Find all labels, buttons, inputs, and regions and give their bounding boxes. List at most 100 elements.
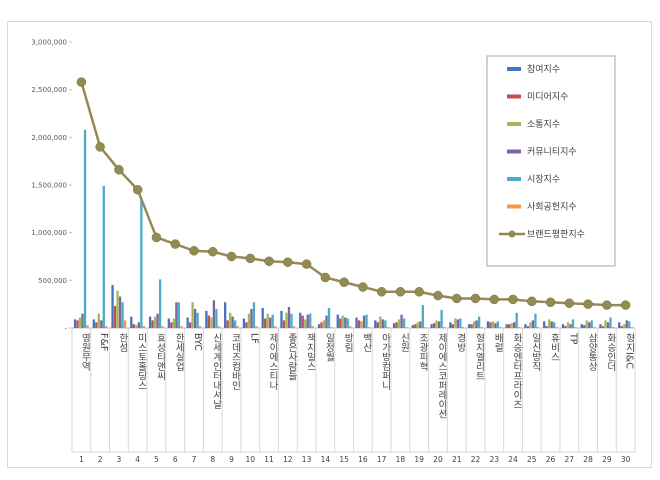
point-브랜드평판지수 — [320, 272, 331, 283]
point-브랜드평판지수 — [358, 282, 368, 292]
bar-커뮤니티지수 — [513, 322, 516, 328]
bar-시장지수 — [628, 321, 631, 328]
category-label: 신원 — [398, 333, 409, 352]
bar-사회공헌지수 — [480, 327, 483, 328]
bar-사회공헌지수 — [198, 326, 202, 328]
rank-label: 19 — [414, 455, 424, 464]
bar-소통지수 — [585, 320, 588, 328]
legend-label: 브랜드평판지수 — [527, 229, 585, 240]
bar-미디어지수 — [264, 318, 267, 328]
bar-참여지수 — [261, 307, 264, 328]
bar-소통지수 — [229, 312, 232, 328]
bar-참여지수 — [224, 302, 227, 328]
bar-소통지수 — [510, 323, 513, 328]
bar-커뮤니티지수 — [362, 315, 366, 328]
bar-미디어지수 — [76, 320, 79, 328]
point-브랜드평판지수 — [151, 232, 162, 243]
bar-시장지수 — [234, 320, 237, 328]
rank-label: 26 — [546, 455, 556, 464]
bar-시장지수 — [477, 316, 481, 328]
bar-소통지수 — [322, 320, 326, 328]
bar-소통지수 — [135, 325, 138, 328]
point-브랜드평판지수 — [376, 287, 387, 297]
y-tick-label: 1,000,000 — [31, 229, 67, 237]
category-label: 아가방컴퍼니 — [380, 333, 391, 391]
category-label: 좋은사람들 — [286, 333, 297, 381]
bar-소통지수 — [153, 316, 157, 328]
bar-소통지수 — [116, 290, 119, 328]
bar-사회공헌지수 — [255, 326, 258, 328]
bar-미디어지수 — [132, 324, 135, 328]
bar-시장지수 — [271, 314, 274, 328]
category-label: 제이에스티나 — [267, 333, 278, 391]
bar-커뮤니티지수 — [325, 315, 328, 328]
bar-소통지수 — [172, 318, 176, 328]
bar-미디어지수 — [432, 323, 436, 328]
bar-사회공헌지수 — [536, 327, 540, 328]
category-label: F&F — [98, 333, 109, 351]
bar-사회공헌지수 — [161, 326, 164, 328]
bar-시장지수 — [158, 279, 162, 328]
bar-미디어지수 — [226, 320, 229, 328]
bar-참여지수 — [111, 285, 114, 328]
category-label: 화승인더 — [605, 333, 616, 372]
bar-시장지수 — [252, 302, 256, 328]
bar-사회공헌지수 — [630, 327, 633, 328]
bar-커뮤니티지수 — [100, 320, 103, 328]
bar-소통지수 — [247, 313, 251, 328]
bar-커뮤니티지수 — [625, 320, 628, 328]
bar-미디어지수 — [601, 326, 605, 328]
bar-소통지수 — [604, 320, 607, 328]
bar-시장지수 — [215, 308, 218, 328]
rank-label: 4 — [135, 455, 140, 464]
category-label: 일정월 — [323, 333, 334, 362]
legend-label: 시장지수 — [527, 174, 560, 185]
bar-미디어지수 — [188, 322, 192, 328]
bar-사회공헌지수 — [555, 327, 558, 328]
bar-미디어지수 — [489, 322, 492, 328]
bar-참여지수 — [205, 310, 208, 328]
bar-미디어지수 — [301, 315, 304, 328]
category-label: 삼양통상 — [586, 333, 597, 371]
point-브랜드평판지수 — [620, 300, 631, 310]
rank-label: 28 — [583, 455, 593, 464]
bar-커뮤니티지수 — [269, 317, 272, 328]
bar-참여지수 — [486, 321, 490, 328]
bar-커뮤니티지수 — [250, 308, 253, 328]
bar-참여지수 — [561, 324, 565, 328]
bar-미디어지수 — [113, 306, 117, 328]
bar-사회공헌지수 — [518, 327, 521, 328]
rank-label: 25 — [527, 455, 537, 464]
rank-label: 17 — [377, 455, 387, 464]
bar-소통지수 — [266, 313, 269, 328]
point-브랜드평판지수 — [527, 296, 537, 307]
rank-label: 29 — [602, 455, 612, 464]
point-브랜드평판지수 — [470, 293, 481, 304]
bar-커뮤니티지수 — [175, 302, 178, 328]
legend-swatch-미디어지수 — [507, 94, 521, 99]
bar-소통지수 — [472, 321, 476, 328]
category-label: 제이에스코퍼레이션 — [436, 333, 447, 419]
category-label: LF — [248, 333, 259, 344]
legend-label: 소통지수 — [527, 119, 560, 130]
category-label: 형지I&C — [624, 333, 635, 369]
point-브랜드평판지수 — [339, 277, 349, 287]
point-브랜드평판지수 — [208, 246, 218, 257]
bar-사회공헌지수 — [574, 327, 577, 328]
bar-사회공헌지수 — [180, 326, 183, 328]
bar-참여지수 — [411, 325, 414, 328]
bar-참여지수 — [130, 316, 133, 328]
bar-참여지수 — [392, 323, 396, 328]
bar-미디어지수 — [583, 325, 586, 328]
rank-label: 16 — [358, 455, 368, 464]
bar-커뮤니티지수 — [475, 320, 478, 328]
bar-소통지수 — [285, 312, 288, 328]
bar-참여지수 — [505, 324, 508, 328]
bar-사회공헌지수 — [86, 325, 89, 328]
category-label: 신세계인터내셔날 — [211, 333, 222, 409]
point-브랜드평판지수 — [602, 300, 612, 310]
bar-참여지수 — [299, 312, 302, 328]
bar-소통지수 — [397, 319, 401, 328]
category-label: 한섬 — [117, 333, 128, 352]
bar-커뮤니티지수 — [531, 320, 535, 328]
